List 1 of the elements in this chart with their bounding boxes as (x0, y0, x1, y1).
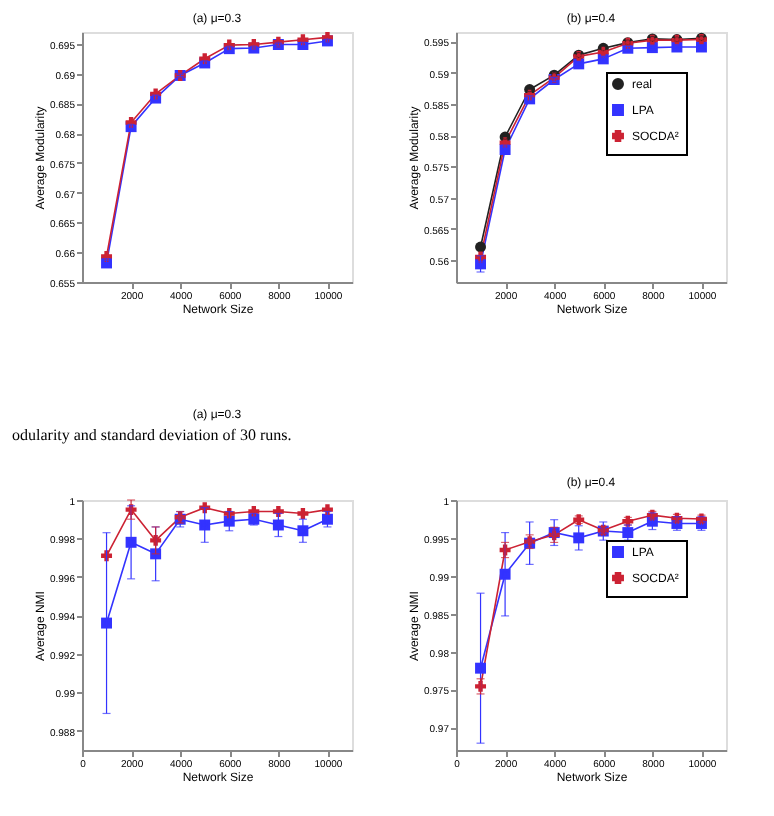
text: odularity and standard deviation of 30 runs. (12, 426, 292, 444)
